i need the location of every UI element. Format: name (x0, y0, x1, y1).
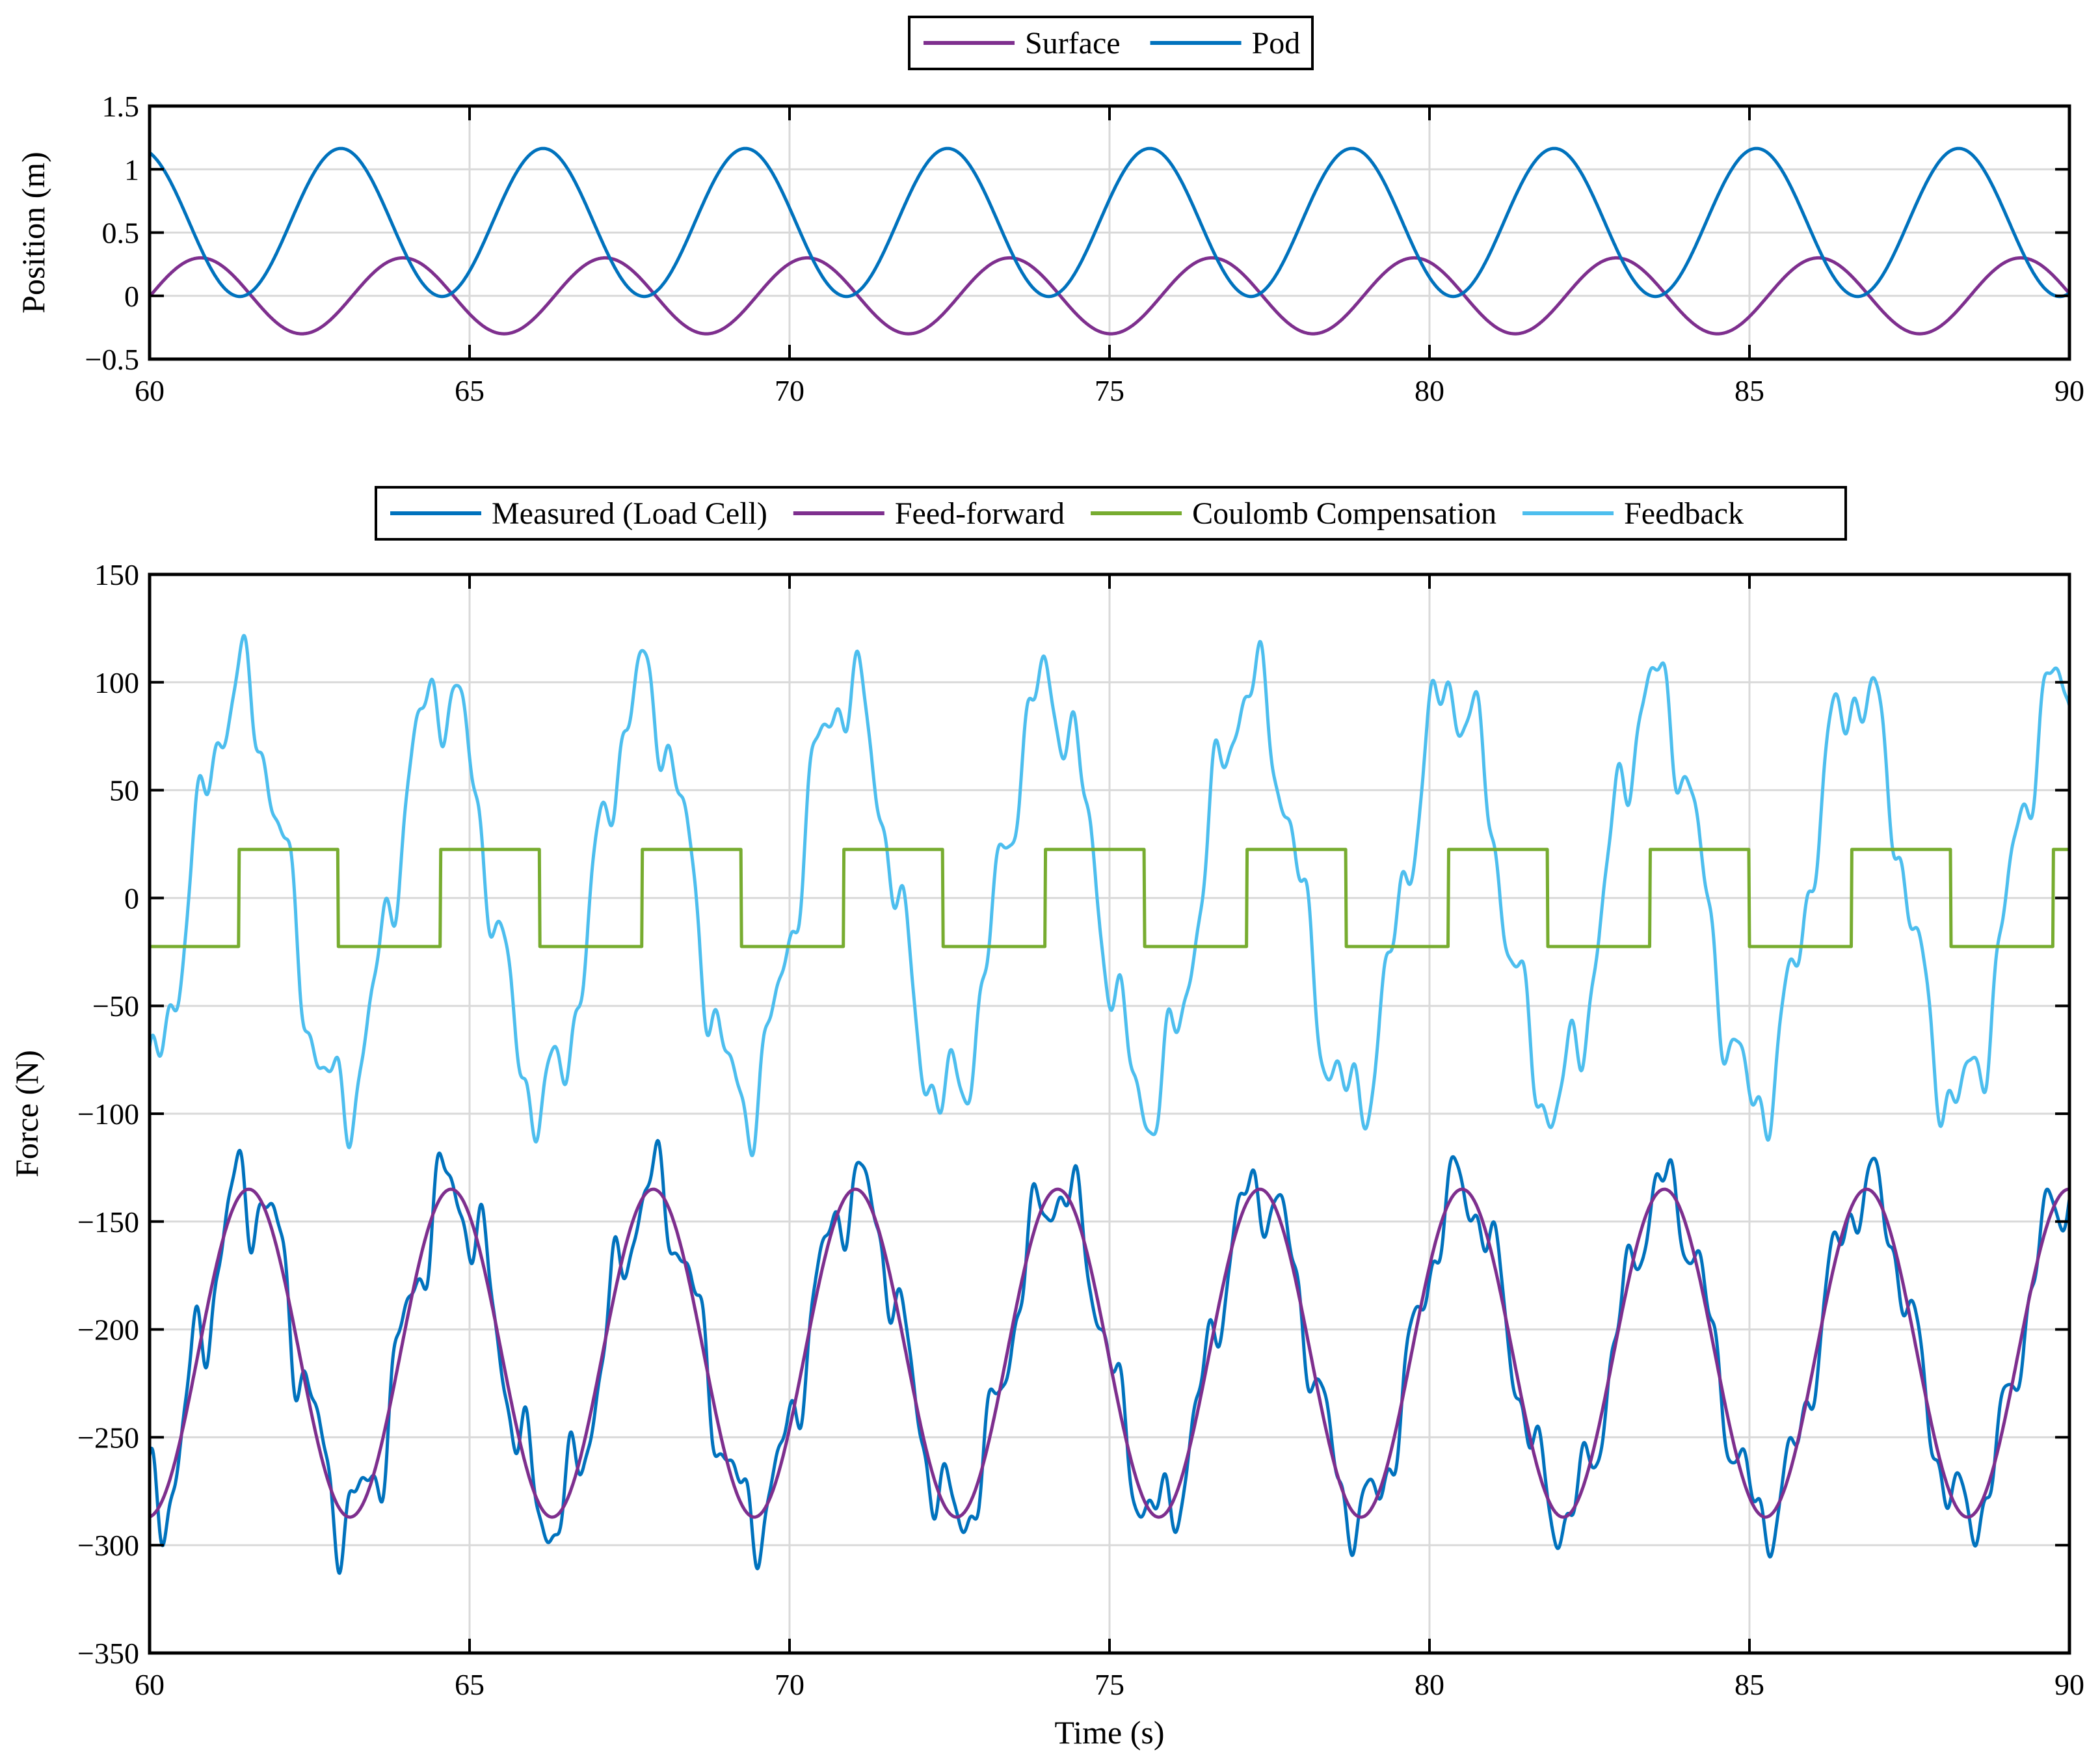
force-series (148, 634, 2071, 1575)
legend-label: Feedback (1624, 496, 1744, 531)
position-y-axis-label: Position (m) (15, 152, 51, 314)
y-tick-label: −50 (92, 989, 139, 1023)
feed-forward-line (149, 1187, 2070, 1519)
position-legend: Surface Pod (908, 16, 1314, 70)
y-tick-label: −200 (77, 1313, 139, 1347)
pod-line (148, 146, 2071, 299)
legend-item-feed-forward: Feed-forward (793, 496, 1065, 531)
y-tick-label: −150 (77, 1205, 139, 1239)
y-tick-label: 1 (124, 153, 139, 186)
y-tick-label: −0.5 (85, 343, 139, 376)
y-tick-label: 50 (109, 774, 139, 807)
legend-item-surface: Surface (924, 26, 1121, 60)
force-grid (150, 574, 2069, 1653)
x-tick-label: 80 (1415, 1668, 1444, 1701)
legend-label: Coulomb Compensation (1192, 496, 1496, 531)
force-x-label-text: Time (s) (1054, 1714, 1164, 1751)
force-x-axis-label: Time (s) (1054, 1714, 1164, 1751)
position-axis-ticks: 60 65 70 75 80 85 90 −0.5 0 0.5 1 1.5 (85, 90, 2084, 407)
y-tick-label: 100 (94, 666, 139, 699)
x-tick-label: 70 (775, 374, 804, 407)
x-tick-label: 80 (1415, 374, 1444, 407)
legend-label: Pod (1252, 26, 1301, 60)
x-tick-label: 85 (1734, 1668, 1764, 1701)
legend-label: Feed-forward (895, 496, 1065, 531)
position-y-label-text: Position (m) (15, 152, 51, 314)
y-tick-label: 1.5 (102, 90, 140, 123)
legend-item-feedback: Feedback (1522, 496, 1744, 531)
x-tick-label: 90 (2054, 1668, 2084, 1701)
x-tick-label: 70 (775, 1668, 804, 1701)
position-series (148, 146, 2071, 336)
x-tick-label: 75 (1095, 1668, 1124, 1701)
force-legend: Measured (Load Cell) Feed-forward Coulomb … (375, 486, 1847, 541)
x-tick-label: 75 (1095, 374, 1124, 407)
y-tick-label: 0 (124, 881, 139, 915)
x-tick-label: 65 (455, 374, 485, 407)
legend-label: Measured (Load Cell) (492, 496, 767, 531)
x-tick-label: 60 (135, 1668, 165, 1701)
position-axes-frame (148, 104, 2071, 361)
x-tick-label: 65 (455, 1668, 485, 1701)
surface-line (148, 256, 2071, 336)
force-y-label-text: Force (N) (8, 1050, 45, 1177)
force-axes-frame (148, 572, 2071, 1655)
x-tick-label: 85 (1734, 374, 1764, 407)
x-tick-label: 90 (2054, 374, 2084, 407)
feedback-line (148, 634, 2071, 1157)
legend-label: Surface (1025, 26, 1121, 60)
legend-item-coulomb-compensation: Coulomb Compensation (1091, 496, 1496, 531)
position-grid (150, 106, 2069, 359)
force-axis-ticks: 60 65 70 75 80 85 90 −350 −300 −250 −200 −150 −100 −5… (77, 558, 2084, 1701)
force-y-axis-label: Force (N) (8, 1050, 45, 1177)
legend-item-measured-load-cell: Measured (Load Cell) (390, 496, 767, 531)
y-tick-label: −350 (77, 1637, 139, 1670)
y-tick-label: 0.5 (102, 217, 140, 250)
position-chart: 60 65 70 75 80 85 90−0.500.511.5 Position (m) … (15, 16, 2084, 407)
coulomb-compensation-line (148, 848, 2071, 948)
y-tick-label: −250 (77, 1421, 139, 1454)
y-tick-label: 0 (124, 280, 139, 313)
y-tick-label: 150 (94, 558, 139, 591)
legend-item-pod: Pod (1150, 26, 1301, 60)
y-tick-label: −100 (77, 1097, 139, 1131)
force-chart: 60 65 70 75 80 85 90 −350 −300 −250 −200 −150 −100 −5… (8, 486, 2084, 1751)
x-tick-label: 60 (135, 374, 165, 407)
y-tick-label: −300 (77, 1529, 139, 1562)
